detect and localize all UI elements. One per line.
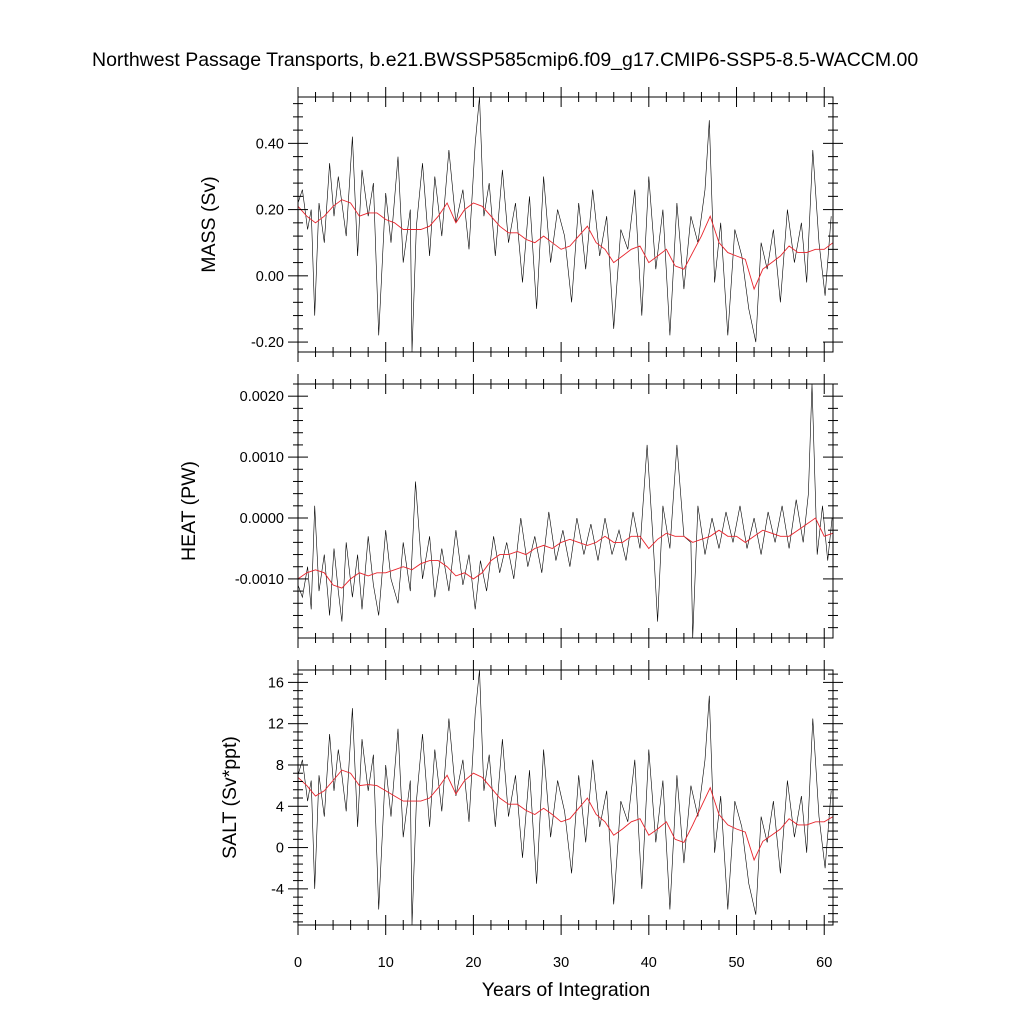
salt-ytick-label: 8 xyxy=(276,758,284,774)
mass-smooth-series-line xyxy=(297,199,834,291)
salt-ytick-label: 16 xyxy=(268,675,284,691)
salt-ytick-label: 12 xyxy=(268,717,284,733)
salt-raw-series-line xyxy=(297,669,832,926)
x-axis-label: Years of Integration xyxy=(482,979,650,1001)
heat-panel-frame xyxy=(297,383,834,639)
heat-smooth-series-line xyxy=(297,517,834,589)
mass-ylabel: MASS (Sv) xyxy=(198,176,220,272)
salt-xtick-label: 30 xyxy=(553,955,569,971)
salt-xtick-label: 60 xyxy=(816,955,832,971)
salt-xtick-label: 0 xyxy=(294,955,302,971)
salt-xtick-label: 50 xyxy=(728,955,744,971)
heat-ytick-label: 0.0010 xyxy=(240,450,284,466)
heat-panel: HEAT (PW) -0.0010 0.0000 0.0010 0.0020 xyxy=(178,374,843,648)
mass-ytick-label: 0.20 xyxy=(256,203,284,219)
heat-ytick-label: 0.0020 xyxy=(240,389,284,405)
salt-xtick-label: 20 xyxy=(465,955,481,971)
salt-ytick-label: 0 xyxy=(276,841,284,857)
mass-panel: MASS (Sv) -0.20 0.00 0.20 0.40 xyxy=(198,87,843,362)
heat-raw-series-line xyxy=(297,383,833,639)
salt-xtick-label: 10 xyxy=(378,955,394,971)
salt-smooth-series-line xyxy=(297,769,834,862)
mass-ytick-label: 0.40 xyxy=(256,136,284,152)
mass-ytick-label: 0.00 xyxy=(256,269,284,285)
salt-ytick-label: 4 xyxy=(276,799,284,815)
salt-panel-plot xyxy=(297,669,834,926)
heat-ytick-label: 0.0000 xyxy=(240,511,284,527)
mass-ytick-label: -0.20 xyxy=(251,335,284,351)
heat-ytick-label: -0.0010 xyxy=(235,572,284,588)
salt-panel-frame xyxy=(297,669,834,926)
figure-title: Northwest Passage Transports, b.e21.BWSS… xyxy=(92,49,918,71)
heat-panel-plot xyxy=(297,383,834,639)
mass-raw-series-line xyxy=(297,96,832,353)
salt-ytick-label: -4 xyxy=(271,882,284,898)
salt-ylabel: SALT (Sv*ppt) xyxy=(219,736,241,859)
salt-panel: SALT (Sv*ppt) -4 0 4 8 12 16 0 10 20 30 40 50 60 xyxy=(219,660,843,971)
salt-xtick-label: 40 xyxy=(641,955,657,971)
mass-panel-plot xyxy=(297,96,834,353)
heat-ylabel: HEAT (PW) xyxy=(178,461,200,561)
mass-panel-frame xyxy=(297,96,834,353)
